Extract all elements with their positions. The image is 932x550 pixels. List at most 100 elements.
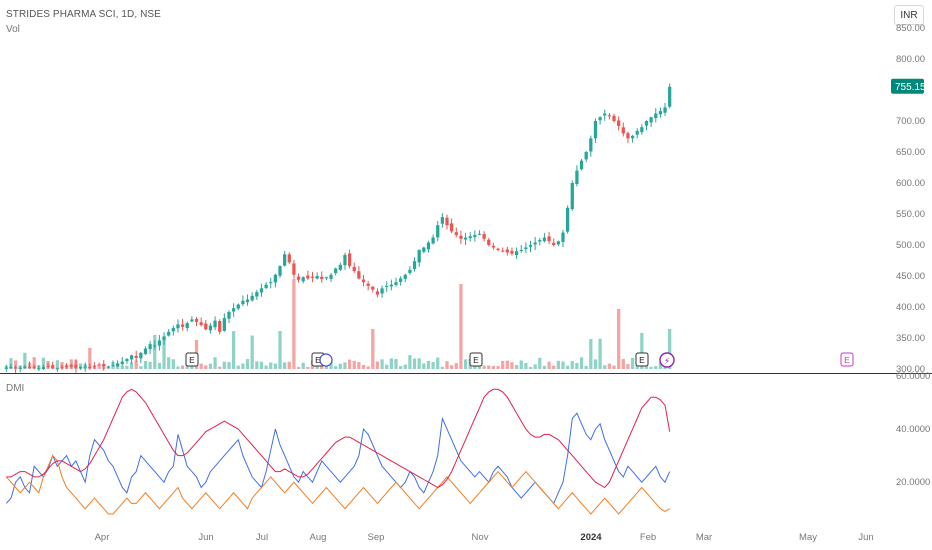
candle-body [603, 113, 607, 116]
candle-body [83, 366, 87, 368]
candle-body [208, 325, 213, 331]
volume-bar [570, 361, 574, 369]
candle-body [227, 311, 231, 319]
candle-body [143, 348, 148, 355]
candle-body [389, 284, 393, 287]
volume-bar [389, 358, 393, 369]
volume-bar [491, 365, 496, 369]
candle-body [185, 323, 189, 329]
volume-bar [218, 366, 222, 369]
volume-bar [431, 362, 435, 369]
candle-body [171, 328, 175, 332]
volume-bar [320, 365, 324, 369]
volume-bar [440, 366, 444, 369]
volume-bar [519, 360, 523, 369]
price-tick-label: 300.00 [896, 364, 925, 375]
volume-bar [514, 365, 519, 369]
candle-body [97, 364, 101, 366]
candle-body [13, 367, 18, 369]
volume-bar [524, 363, 528, 369]
candle-body [310, 276, 315, 278]
volume-bar [162, 336, 166, 369]
volume-bar [589, 339, 593, 369]
candle-body [264, 284, 268, 288]
dmi-lines [5, 388, 671, 515]
candle-body [283, 254, 287, 266]
earnings-marker[interactable]: E [469, 352, 483, 367]
volume-bar [426, 360, 431, 369]
candle-body [431, 237, 435, 244]
price-axis: 300.00 350.00 400.00 450.00 500.00 550.00 600.… [0, 23, 932, 375]
volume-bar [417, 358, 421, 369]
volume-bar [371, 329, 375, 369]
volume-bar [482, 365, 486, 369]
volume-bar [306, 366, 310, 369]
candle-body [92, 365, 97, 367]
dmi-tick-label: 40.0000 [896, 424, 930, 435]
volume-bar [366, 366, 370, 369]
volume-bar [97, 365, 101, 369]
volume-bar [617, 309, 621, 369]
volume-bar [343, 362, 347, 369]
volume-bar [403, 364, 407, 369]
candle-body [491, 245, 496, 248]
volume-bar [273, 363, 277, 369]
candle-body [194, 318, 199, 322]
time-tick-label: Mar [696, 532, 712, 543]
candle-body [658, 111, 663, 115]
candle-body [361, 279, 366, 283]
volume-bar [510, 362, 514, 369]
candle-body [649, 117, 653, 123]
volume-bar [528, 366, 533, 369]
candle-body [612, 115, 616, 121]
volume-bar [23, 352, 27, 369]
volume-bar [55, 360, 59, 369]
volume-bar [505, 360, 509, 369]
candle-body [487, 239, 491, 245]
candle-body [440, 217, 444, 224]
volume-bar [120, 365, 124, 369]
candle-body [269, 282, 273, 284]
candle-body [617, 120, 621, 126]
future-earnings-marker[interactable]: E [840, 352, 854, 367]
volume-bar [579, 357, 584, 369]
currency-button[interactable]: INR [894, 5, 924, 25]
candle-body [153, 345, 157, 347]
volume-bar [204, 365, 208, 369]
volume-bar [287, 361, 291, 369]
candle-body [51, 365, 55, 368]
volume-bar [167, 357, 171, 369]
candle-body [640, 127, 644, 133]
candle-body [180, 324, 185, 327]
candle-body [422, 247, 426, 252]
event-markers[interactable]: E E E E ⚡ E [185, 352, 854, 368]
candle-body [32, 366, 36, 368]
volume-bar [139, 366, 143, 369]
volume-bar [148, 361, 152, 369]
candle-body [366, 283, 370, 286]
last-price-box [891, 78, 924, 94]
candle-body [116, 363, 120, 367]
candle-body [533, 242, 537, 245]
time-tick-label: Jul [256, 532, 268, 543]
volume-bar [380, 359, 384, 369]
earnings-marker[interactable]: E [635, 352, 649, 367]
volume-bar [222, 361, 226, 369]
volume-bar [533, 364, 537, 369]
candle-body [162, 336, 166, 340]
volume-bar [598, 338, 602, 369]
volume-bar [621, 359, 625, 369]
candle-body [473, 235, 477, 238]
volume-bar [292, 279, 296, 369]
earnings-marker[interactable]: E [185, 352, 199, 367]
candle-body [528, 245, 533, 247]
candle-body [125, 359, 129, 362]
candle-body [134, 355, 138, 358]
volume-bar [352, 360, 356, 369]
price-tick-label: 600.00 [896, 178, 925, 189]
dividend-marker[interactable]: ⚡ [659, 352, 675, 368]
candle-body [575, 170, 579, 185]
volume-bar [552, 365, 556, 369]
candle-body [23, 366, 27, 368]
